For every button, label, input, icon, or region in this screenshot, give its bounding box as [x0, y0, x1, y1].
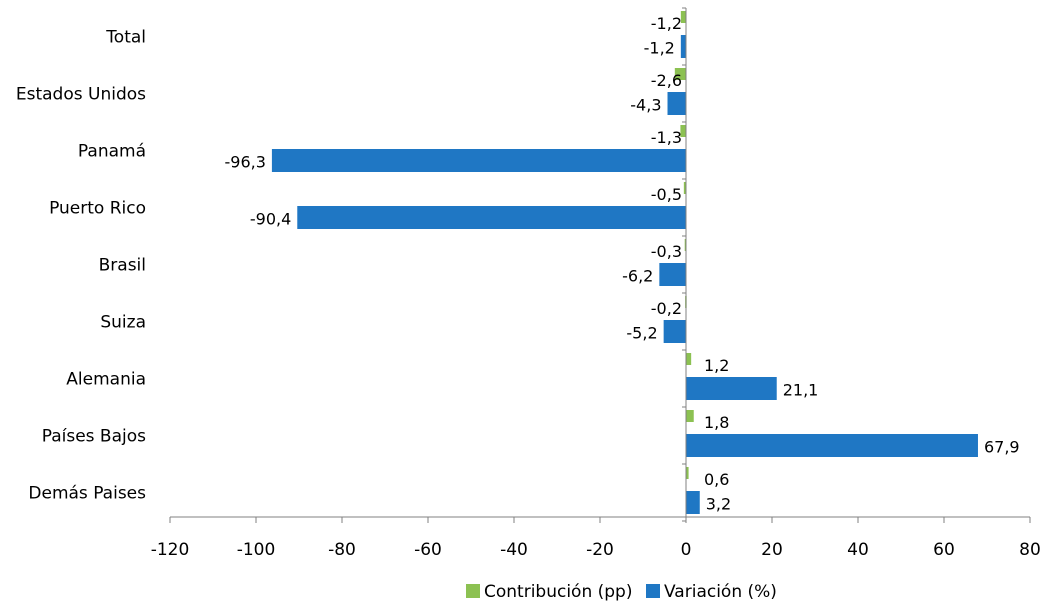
x-tick-label: -20 — [586, 540, 614, 560]
data-label-variacion-estados-unidos: -4,3 — [630, 96, 661, 115]
x-tick-label: 60 — [933, 540, 955, 560]
bar-contribucion-paises-bajos — [686, 410, 694, 422]
bars-layer — [271, 11, 978, 514]
category-label-demas-paises: Demás Paises — [28, 484, 146, 504]
data-label-contribucion-total: -1,2 — [651, 14, 682, 33]
legend-label-contribucion: Contribución (pp) — [484, 582, 632, 602]
category-label-estados-unidos: Estados Unidos — [16, 85, 146, 105]
data-label-variacion-paises-bajos: 67,9 — [984, 438, 1020, 457]
bar-contribucion-estados-unidos — [674, 68, 686, 80]
x-tick-label: -80 — [328, 540, 356, 560]
axes: -120 -100 -80 -60 -40 -20 0 20 40 60 80 — [151, 7, 1041, 560]
data-label-contribucion-panama: -1,3 — [651, 128, 682, 147]
data-label-contribucion-brasil: -0,3 — [651, 242, 682, 261]
data-label-contribucion-estados-unidos: -2,6 — [651, 71, 682, 90]
bar-variacion-suiza — [663, 320, 686, 343]
data-label-variacion-alemania: 21,1 — [783, 381, 819, 400]
category-label-puerto-rico: Puerto Rico — [49, 199, 146, 219]
bar-contribucion-alemania — [686, 353, 692, 365]
bar-variacion-paises-bajos — [686, 434, 978, 457]
category-label-suiza: Suiza — [100, 313, 146, 333]
data-label-contribucion-alemania: 1,2 — [704, 356, 729, 375]
bar-variacion-brasil — [659, 263, 686, 286]
data-label-contribucion-paises-bajos: 1,8 — [704, 413, 729, 432]
bar-contribucion-brasil — [684, 239, 687, 251]
bar-variacion-total — [680, 35, 686, 58]
bar-variacion-estados-unidos — [667, 92, 686, 115]
x-tick-label: -120 — [151, 540, 190, 560]
data-label-variacion-brasil: -6,2 — [622, 267, 653, 286]
labels-layer: Total -1,2 -1,2 Estados Unidos -2,6 -4,3 Panam… — [16, 14, 1020, 514]
bar-contribucion-total — [680, 11, 686, 23]
data-label-variacion-demas-paises: 3,2 — [706, 495, 731, 514]
category-label-brasil: Brasil — [99, 256, 146, 276]
x-tick-label: 80 — [1019, 540, 1041, 560]
category-label-paises-bajos: Países Bajos — [42, 427, 146, 447]
legend: Contribución (pp) Variación (%) — [466, 582, 777, 602]
legend-swatch-contribucion — [466, 584, 480, 598]
category-label-alemania: Alemania — [66, 370, 146, 390]
x-tick-label: 0 — [681, 540, 692, 560]
bar-variacion-demas-paises — [686, 491, 700, 514]
bar-variacion-alemania — [686, 377, 777, 400]
data-label-variacion-panama: -96,3 — [225, 153, 266, 172]
x-tick-label: -40 — [500, 540, 528, 560]
x-tick-label: -100 — [237, 540, 276, 560]
data-label-variacion-suiza: -5,2 — [626, 324, 657, 343]
bar-contribucion-panama — [680, 125, 686, 137]
data-label-contribucion-suiza: -0,2 — [651, 299, 682, 318]
x-tick-label: -60 — [414, 540, 442, 560]
data-label-variacion-puerto-rico: -90,4 — [250, 210, 291, 229]
bar-contribucion-puerto-rico — [683, 182, 686, 194]
data-label-contribucion-demas-paises: 0,6 — [704, 470, 729, 489]
legend-swatch-variacion — [646, 584, 660, 598]
x-tick-label: 20 — [761, 540, 783, 560]
legend-label-variacion: Variación (%) — [664, 582, 777, 602]
bar-variacion-puerto-rico — [297, 206, 686, 229]
data-label-contribucion-puerto-rico: -0,5 — [651, 185, 682, 204]
data-label-variacion-total: -1,2 — [644, 39, 675, 58]
bar-variacion-panama — [271, 149, 686, 172]
category-label-panama: Panamá — [78, 142, 146, 162]
x-tick-label: 40 — [847, 540, 869, 560]
category-label-total: Total — [105, 28, 146, 48]
bar-contribucion-demas-paises — [686, 467, 689, 479]
